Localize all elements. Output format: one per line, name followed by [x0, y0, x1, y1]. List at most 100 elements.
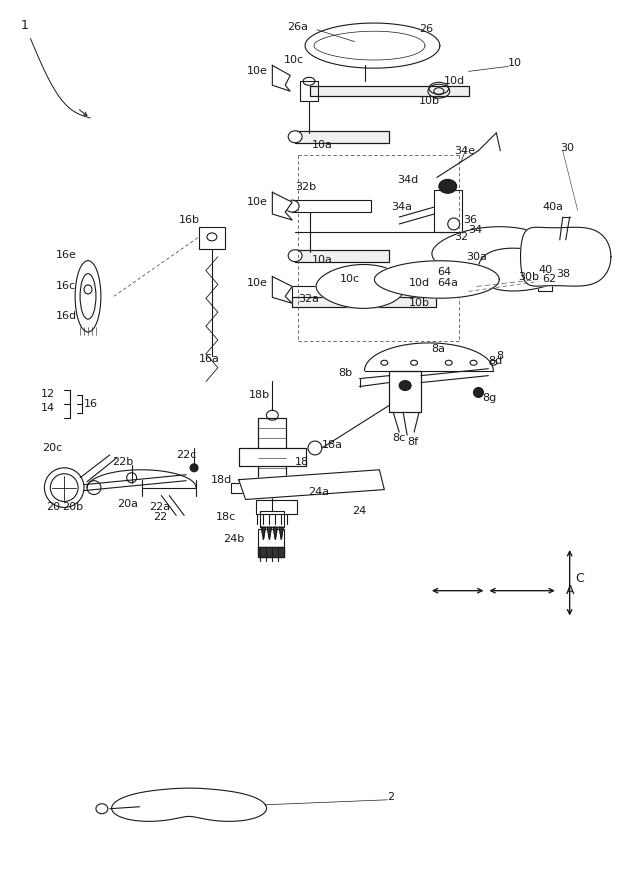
Ellipse shape [190, 464, 198, 472]
Polygon shape [279, 527, 283, 539]
Bar [292, 200, 371, 212]
Bar [310, 86, 468, 96]
Polygon shape [273, 527, 277, 539]
Text: 18: 18 [295, 457, 309, 467]
Polygon shape [478, 248, 568, 291]
Polygon shape [272, 277, 292, 303]
Polygon shape [316, 264, 405, 308]
Text: 24b: 24b [223, 534, 244, 544]
Text: 62: 62 [542, 274, 556, 285]
Bar [261, 512, 284, 527]
Text: 16d: 16d [57, 312, 77, 321]
Text: C: C [575, 572, 584, 586]
Text: 34: 34 [468, 225, 483, 235]
Text: 26a: 26a [287, 21, 309, 32]
Bar [239, 448, 306, 465]
Text: 10d: 10d [444, 77, 465, 86]
Text: 16c: 16c [57, 281, 77, 291]
Bar [292, 297, 436, 307]
Ellipse shape [554, 249, 565, 259]
Polygon shape [272, 192, 292, 220]
Text: 40a: 40a [543, 202, 564, 212]
Bar [300, 81, 318, 101]
Text: 34d: 34d [397, 175, 419, 185]
Text: 10: 10 [508, 59, 522, 69]
Text: 16b: 16b [179, 215, 200, 225]
Ellipse shape [288, 131, 302, 142]
Text: 8a: 8a [431, 344, 445, 354]
Text: 8f: 8f [407, 437, 418, 447]
Text: 30: 30 [560, 142, 573, 153]
Text: 10e: 10e [246, 67, 267, 77]
Text: 36: 36 [463, 215, 478, 225]
Text: 22a: 22a [149, 503, 170, 513]
Bar [295, 250, 389, 262]
Text: 30b: 30b [518, 271, 539, 281]
Bar [259, 418, 286, 482]
Text: 38: 38 [556, 269, 570, 279]
Text: 24: 24 [351, 506, 366, 516]
Text: 34a: 34a [391, 202, 412, 212]
Text: 8c: 8c [392, 433, 406, 443]
Text: 1: 1 [21, 20, 29, 32]
Text: 12: 12 [40, 390, 55, 400]
Text: 20: 20 [47, 503, 60, 513]
Text: 20b: 20b [62, 503, 83, 513]
Bar [310, 86, 468, 96]
Polygon shape [521, 227, 611, 286]
Text: A: A [565, 584, 574, 597]
Ellipse shape [288, 250, 302, 262]
Polygon shape [432, 227, 557, 280]
Text: 18d: 18d [211, 474, 232, 485]
Bar [295, 131, 389, 142]
Bar [239, 448, 306, 465]
Text: 64a: 64a [437, 279, 458, 288]
Polygon shape [239, 470, 384, 499]
Bar [292, 297, 436, 307]
Bar [259, 530, 284, 547]
Text: 64: 64 [437, 267, 451, 277]
Text: 20c: 20c [42, 443, 63, 453]
Text: 20a: 20a [117, 499, 137, 509]
Polygon shape [272, 66, 290, 91]
Text: 16a: 16a [199, 354, 220, 364]
Text: 10c: 10c [284, 55, 304, 66]
Polygon shape [305, 23, 440, 69]
Bar [256, 499, 297, 514]
Text: 2: 2 [388, 792, 394, 802]
Text: 30a: 30a [466, 252, 488, 262]
Ellipse shape [473, 387, 483, 398]
Bar [199, 227, 225, 249]
Text: 22: 22 [154, 513, 168, 522]
Text: 8b: 8b [338, 368, 352, 377]
Text: 10a: 10a [312, 255, 333, 264]
Bar [434, 190, 462, 232]
Text: 24a: 24a [308, 487, 329, 497]
Polygon shape [374, 261, 499, 298]
Text: 8: 8 [496, 351, 503, 360]
Text: 40: 40 [538, 264, 552, 275]
Text: 8d: 8d [488, 356, 503, 366]
Text: 18c: 18c [216, 513, 236, 522]
Text: 10d: 10d [409, 279, 430, 288]
Ellipse shape [439, 180, 457, 193]
Polygon shape [261, 527, 266, 539]
Text: 18a: 18a [322, 440, 343, 450]
Text: 32b: 32b [295, 182, 316, 192]
Bar [538, 271, 552, 291]
Polygon shape [267, 527, 271, 539]
Text: 14: 14 [40, 403, 55, 413]
Text: 18b: 18b [249, 391, 270, 400]
Text: 16: 16 [84, 400, 98, 409]
Bar [295, 250, 389, 262]
Text: 10c: 10c [340, 274, 360, 285]
Text: 22c: 22c [176, 450, 197, 460]
Text: 34e: 34e [453, 146, 475, 156]
Text: 10b: 10b [409, 298, 430, 308]
Bar [292, 287, 356, 298]
Polygon shape [111, 789, 267, 821]
Text: 16e: 16e [57, 250, 77, 260]
Ellipse shape [399, 381, 411, 391]
Text: 32: 32 [453, 232, 468, 242]
Text: 22b: 22b [112, 457, 133, 467]
